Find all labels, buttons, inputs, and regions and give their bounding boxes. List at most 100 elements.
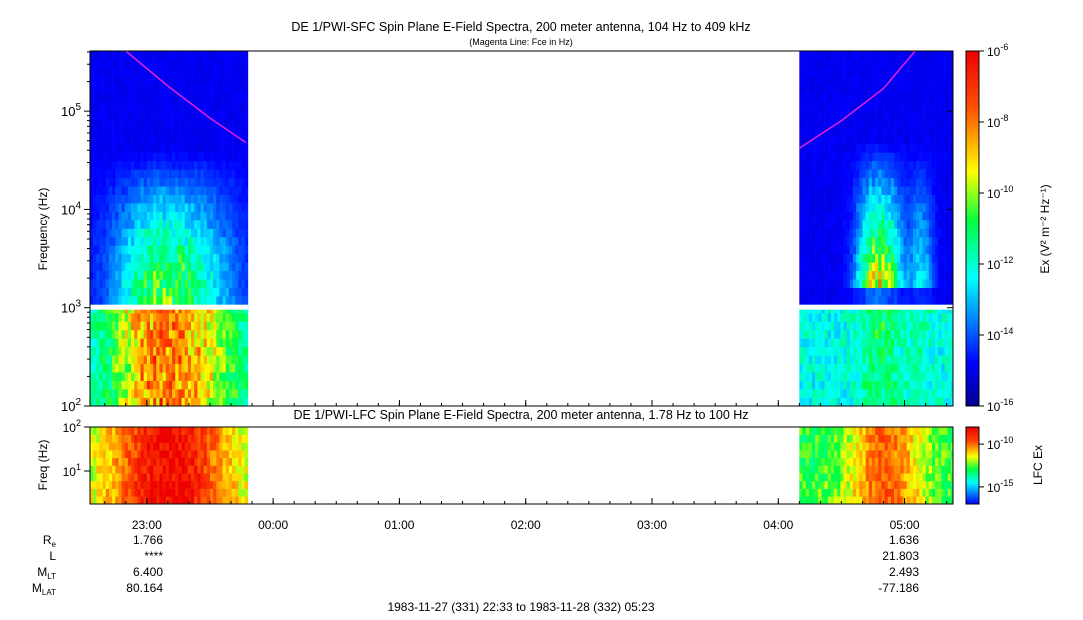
sfc-cell [944, 84, 949, 94]
sfc-cell [849, 363, 854, 373]
sfc-cell [165, 389, 170, 398]
sfc-cell [156, 220, 160, 229]
lfc-cell [159, 480, 163, 489]
sfc-cell [916, 211, 920, 221]
sfc-cell [232, 203, 236, 212]
sfc-cell [909, 380, 914, 390]
sfc-cell [156, 245, 160, 255]
lfc-cell [127, 427, 132, 435]
sfc-cell [868, 397, 873, 406]
sfc-cell [244, 186, 249, 195]
sfc-cell [149, 160, 154, 170]
sfc-cell [156, 203, 160, 212]
sfc-cell [90, 380, 94, 390]
sfc-cell [219, 389, 223, 398]
lfc-cell [197, 427, 201, 435]
sfc-cell [811, 59, 816, 69]
sfc-cell [162, 279, 167, 288]
lfc-cell [241, 465, 246, 474]
sfc-cell [897, 397, 901, 406]
sfc-cell [146, 186, 151, 195]
sfc-cell [225, 203, 230, 212]
sfc-cell [184, 152, 189, 162]
sfc-cell [853, 59, 857, 69]
lfc-cell [93, 465, 97, 474]
sfc-cell [168, 329, 173, 339]
sfc-cell [96, 228, 100, 238]
sfc-cell [938, 211, 942, 221]
sfc-cell [903, 228, 907, 238]
sfc-cell [890, 135, 895, 145]
lfc-cell [865, 434, 870, 443]
lfc-cell [827, 496, 832, 504]
sfc-cell [165, 245, 170, 255]
lfc-cell [203, 465, 208, 474]
sfc-cell [815, 397, 819, 406]
lfc-cell [206, 480, 211, 489]
sfc-cell [172, 279, 176, 288]
sfc-cell [837, 397, 841, 406]
sfc-cell [108, 110, 113, 119]
lfc-cell [216, 465, 220, 474]
sfc-cell [824, 59, 829, 69]
sfc-cell [890, 211, 895, 221]
lfc-cell [121, 480, 126, 489]
sfc-cell [90, 329, 94, 339]
sfc-cell [225, 270, 230, 280]
sfc-cell [849, 253, 854, 263]
sfc-cell [99, 93, 103, 103]
sfc-cell [194, 101, 198, 111]
sfc-cell [194, 380, 198, 390]
sfc-cell [159, 143, 163, 153]
sfc-cell [181, 245, 186, 255]
sfc-cell [244, 389, 249, 398]
lfc-cell [118, 434, 122, 443]
sfc-cell [799, 110, 803, 119]
lfc-cell [232, 465, 236, 474]
sfc-cell [878, 143, 882, 153]
sfc-cell [228, 279, 233, 288]
sfc-cell [156, 279, 160, 288]
lfc-cell [843, 434, 848, 443]
sfc-cell [232, 160, 236, 170]
lfc-cell [146, 442, 151, 451]
lfc-cell [131, 450, 135, 459]
sfc-cell [909, 203, 914, 212]
sfc-cell [935, 186, 939, 195]
lfc-cell [131, 457, 135, 466]
sfc-cell [162, 228, 167, 238]
sfc-cell [805, 59, 810, 69]
sfc-cell [241, 380, 246, 390]
lfc-cell [802, 457, 806, 466]
sfc-cell [225, 355, 230, 365]
sfc-cell [96, 363, 100, 373]
sfc-cell [840, 329, 844, 339]
sfc-cell [935, 262, 939, 272]
lfc-cell [808, 496, 813, 504]
sfc-cell [853, 372, 857, 381]
lfc-cell [865, 488, 870, 497]
sfc-cell [181, 186, 186, 195]
sfc-cell [121, 236, 126, 246]
sfc-cell [93, 194, 97, 204]
sfc-cell [228, 194, 233, 204]
lfc-cell [162, 480, 167, 489]
sfc-cell [941, 270, 945, 280]
sfc-cell [244, 287, 249, 297]
lfc-cell [225, 450, 230, 459]
sfc-cell [235, 296, 239, 305]
sfc-cell [168, 338, 173, 348]
sfc-cell [172, 270, 176, 280]
sfc-cell [903, 329, 907, 339]
sfc-cell [878, 287, 882, 297]
sfc-cell [156, 363, 160, 373]
sfc-cell [837, 329, 841, 339]
sfc-cell [922, 321, 926, 331]
sfc-cell [137, 313, 141, 322]
sfc-cell [209, 245, 214, 255]
sfc-cell [162, 59, 167, 69]
sfc-cell [947, 253, 952, 263]
sfc-cell [187, 177, 192, 187]
lfc-cell [99, 465, 103, 474]
sfc-cell [235, 84, 239, 94]
